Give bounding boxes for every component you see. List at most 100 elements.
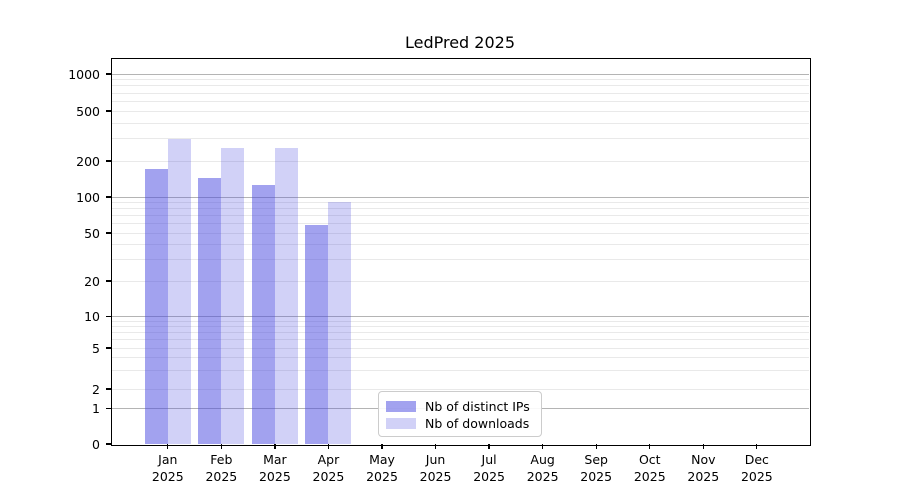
x-tick-year: 2025 <box>633 468 666 484</box>
minor-gridline <box>112 215 809 217</box>
minor-gridline <box>112 244 809 246</box>
major-gridline <box>112 316 809 317</box>
x-tick-month: Aug <box>530 452 555 467</box>
minor-gridline <box>112 232 809 234</box>
y-tick-label: 1000 <box>68 66 100 82</box>
minor-gridline <box>112 138 809 140</box>
y-tick-label: 20 <box>84 273 100 289</box>
y-tick-label: 100 <box>76 189 100 205</box>
x-tick-year: 2025 <box>151 468 184 484</box>
x-tick <box>434 444 437 449</box>
minor-gridline <box>112 370 809 372</box>
minor-gridline <box>112 347 809 349</box>
y-tick-label: 0 <box>92 436 100 452</box>
bar-downloads-feb <box>221 148 245 444</box>
x-tick-year: 2025 <box>312 468 345 484</box>
bar-ips-feb <box>198 178 222 444</box>
x-tick <box>274 444 276 449</box>
y-tick <box>106 407 111 410</box>
x-tick-month: May <box>369 452 395 467</box>
y-tick <box>106 73 111 75</box>
x-tick-label: Nov 2025 <box>671 452 735 485</box>
minor-gridline <box>112 110 809 112</box>
y-tick-label: 2 <box>92 381 100 397</box>
y-tick <box>106 315 111 318</box>
x-tick <box>595 444 597 449</box>
minor-gridline <box>112 280 809 282</box>
x-tick-label: Jul 2025 <box>457 452 521 485</box>
legend-item-downloads: Nb of downloads <box>386 415 541 432</box>
x-tick-month: Sep <box>584 452 608 467</box>
x-tick-year: 2025 <box>580 468 613 484</box>
minor-gridline <box>112 79 809 81</box>
y-tick-label: 10 <box>84 309 100 324</box>
y-tick-label: 50 <box>84 225 100 241</box>
x-tick-month: Feb <box>210 452 233 467</box>
minor-gridline <box>112 339 809 341</box>
x-tick-label: Oct 2025 <box>618 452 682 485</box>
y-tick <box>106 347 111 349</box>
minor-gridline <box>112 122 809 124</box>
x-tick <box>167 444 169 449</box>
x-tick <box>702 444 704 449</box>
x-tick-label: Jun 2025 <box>404 452 468 485</box>
x-tick-month: Jul <box>481 452 497 467</box>
minor-gridline <box>112 85 809 87</box>
x-tick <box>381 444 383 449</box>
x-tick-label: Jan 2025 <box>136 452 200 485</box>
x-tick-year: 2025 <box>526 468 559 484</box>
minor-gridline <box>112 100 809 102</box>
minor-gridline <box>112 388 809 390</box>
legend-swatch-ips <box>386 401 416 412</box>
x-tick-year: 2025 <box>366 468 398 484</box>
x-tick-label: Feb 2025 <box>189 452 253 485</box>
x-tick-month: Dec <box>744 452 769 467</box>
x-tick <box>220 444 222 449</box>
legend-swatch-downloads <box>386 418 416 429</box>
y-tick <box>106 110 111 112</box>
x-tick-year: 2025 <box>687 468 720 484</box>
minor-gridline <box>112 208 809 210</box>
y-tick <box>106 280 111 282</box>
minor-gridline <box>112 92 809 94</box>
minor-gridline <box>112 332 809 334</box>
x-tick-month: Apr <box>317 452 340 467</box>
x-tick-year: 2025 <box>740 468 773 484</box>
x-tick-label: Apr 2025 <box>296 452 360 485</box>
x-tick-year: 2025 <box>258 468 291 484</box>
x-tick-label: Aug 2025 <box>511 452 575 485</box>
x-tick-month: Jan <box>158 452 178 467</box>
major-gridline <box>112 73 809 75</box>
bar-downloads-apr <box>328 202 352 444</box>
legend: Nb of distinct IPs Nb of downloads <box>378 391 542 437</box>
x-tick-label: Sep 2025 <box>564 452 628 485</box>
y-tick <box>106 160 111 162</box>
minor-gridline <box>112 160 809 162</box>
x-tick-label: Dec 2025 <box>725 452 789 485</box>
x-tick-month: Oct <box>638 452 661 467</box>
y-tick <box>106 443 111 445</box>
bar-downloads-mar <box>274 148 298 444</box>
minor-gridline <box>112 320 809 322</box>
bar-downloads-jan <box>167 139 191 444</box>
y-tick <box>106 232 111 234</box>
minor-gridline <box>112 357 809 359</box>
x-tick <box>327 444 330 449</box>
x-tick-year: 2025 <box>473 468 505 484</box>
x-tick-label: Mar 2025 <box>243 452 307 485</box>
major-gridline <box>112 196 809 198</box>
y-tick-label: 500 <box>76 103 100 119</box>
legend-item-ips: Nb of distinct IPs <box>386 398 541 415</box>
x-tick-year: 2025 <box>419 468 452 484</box>
x-tick-month: Jun <box>425 452 446 467</box>
y-tick-label: 200 <box>76 153 100 169</box>
bar-ips-apr <box>305 225 329 444</box>
y-tick-label: 5 <box>92 340 100 356</box>
legend-label-ips: Nb of distinct IPs <box>425 399 530 414</box>
chart-title: LedPred 2025 <box>404 33 516 52</box>
x-tick-month: Mar <box>263 452 287 467</box>
x-tick <box>488 444 490 449</box>
